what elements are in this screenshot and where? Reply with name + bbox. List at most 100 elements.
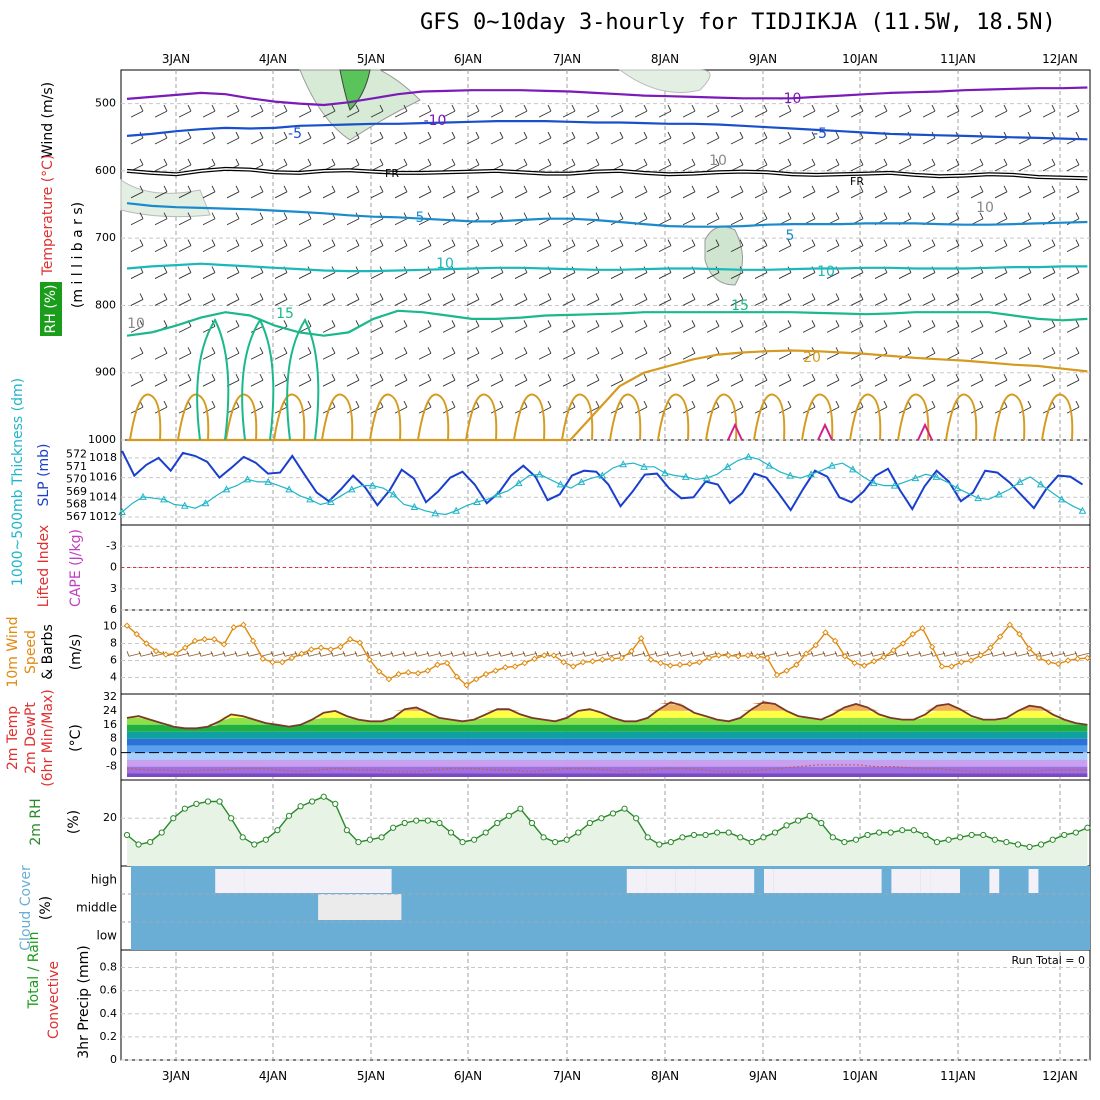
rh-legend-swatch (40, 282, 62, 336)
bottom-date-label: 11JAN (940, 1069, 976, 1083)
wind-barb (226, 104, 240, 118)
wind-speed-point (1025, 645, 1033, 652)
wind-barb (202, 239, 216, 253)
isotherm-loop (993, 393, 1026, 441)
wind-speed-point (279, 658, 286, 666)
wind-barb (850, 293, 864, 306)
wind-barb (514, 320, 528, 333)
wind-speed-point (181, 644, 189, 651)
wind-barb (298, 373, 312, 387)
wind-barb (418, 239, 432, 253)
wind-speed-point (958, 658, 965, 666)
thickness-tick-label: 568 (66, 497, 87, 510)
contour-label: 10 (127, 316, 145, 332)
temp2m-unit-label: (°C) (68, 724, 84, 752)
wind-barb (610, 347, 624, 360)
thickness-point (786, 471, 795, 479)
wind-barb (586, 131, 600, 145)
wind-barb (154, 212, 168, 226)
isotherm-loop (129, 393, 162, 441)
wind-barb (178, 104, 192, 118)
rh-point (401, 819, 408, 827)
contour-label: -5 (813, 126, 827, 142)
wind-barb (538, 400, 552, 414)
surface-wind-barb (678, 651, 694, 657)
thickness-point (932, 472, 941, 480)
wind-barb (202, 400, 216, 414)
wind-speed-point (967, 657, 975, 664)
wind-speed-point (773, 671, 781, 679)
wind-barb (250, 185, 264, 199)
thickness-point (285, 485, 293, 493)
wind-barb (562, 320, 576, 333)
rh-point (1061, 831, 1068, 839)
thickness-point (1078, 506, 1087, 514)
wind-barb (1018, 104, 1032, 118)
wind-barb (154, 293, 168, 306)
wind-barb (250, 104, 264, 118)
wind-barb (514, 373, 528, 387)
wind-barb (538, 131, 552, 145)
rh-point (517, 805, 524, 812)
surface-wind-barb (606, 651, 622, 657)
isotherm-loop (513, 393, 546, 441)
isotherm-loop (727, 422, 743, 441)
surface-wind-barb (906, 651, 922, 657)
isotherm-loop (196, 317, 230, 441)
wind-speed-point (414, 670, 422, 677)
wind-barb (874, 400, 888, 414)
wind-barb (778, 293, 792, 306)
thickness-point (598, 471, 607, 479)
temperature-band (127, 759, 1088, 767)
wind-barb (802, 239, 816, 253)
wind-barb (202, 347, 216, 360)
wind-barb (898, 320, 912, 333)
wind-barb (178, 185, 192, 199)
cape-axis-label: CAPE (J/kg) (68, 529, 84, 607)
rh-point (285, 812, 293, 819)
surface-wind-barb (246, 651, 262, 657)
isotherm-loop (1041, 393, 1074, 441)
wind-barb (322, 104, 336, 118)
wind-barb (1066, 320, 1080, 333)
wind-barb (946, 320, 960, 333)
rh-point (204, 798, 212, 805)
thickness-tick-label: 571 (66, 460, 87, 473)
thickness-point (327, 497, 335, 505)
wind-barb (778, 373, 792, 387)
wind-barb (706, 185, 720, 199)
wind-speed-point (589, 658, 596, 665)
run-total-label: Run Total = 0 (1012, 954, 1086, 967)
surface-wind-barb (846, 651, 862, 657)
wind-speed-point (734, 653, 742, 660)
thickness-point (306, 495, 314, 503)
isotherm-line (126, 202, 1088, 228)
rh-point (332, 800, 339, 807)
rh-point (436, 819, 443, 827)
lifted-index-tick-label: 0 (110, 561, 117, 574)
isotherm-loop (273, 393, 306, 441)
wind-speed-point (346, 636, 354, 643)
rh-point (505, 812, 512, 819)
wind-barb (154, 373, 168, 387)
wind-barb (850, 239, 864, 253)
wind-barb (418, 131, 432, 145)
wind-barb (874, 347, 888, 360)
wind-speed-point (599, 656, 606, 663)
wind-speed-point (560, 658, 567, 666)
bottom-date-label: 4JAN (259, 1069, 287, 1083)
temperature-band (127, 710, 1088, 718)
wind-barb (442, 104, 456, 118)
rh-point (170, 815, 177, 822)
wind-barb (418, 293, 432, 306)
wind-speed-point (1084, 654, 1091, 662)
wind-barb (730, 239, 744, 253)
isotherm-loop (369, 393, 402, 441)
thickness-point (243, 475, 252, 483)
pressure-tick-label: 500 (95, 97, 116, 110)
wind-barb (298, 239, 312, 253)
wind-barb (202, 293, 216, 306)
thickness-point (514, 479, 523, 487)
wind-speed-point (211, 636, 218, 643)
surface-wind-barb (930, 651, 946, 657)
